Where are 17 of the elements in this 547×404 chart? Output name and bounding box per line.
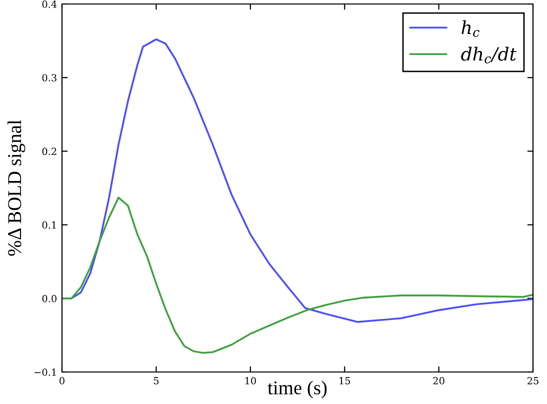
y-axis-title: %Δ BOLD signal <box>8 120 26 256</box>
x-axis-title: time (s) <box>268 380 327 398</box>
legend-label: h$_{c}$ <box>462 20 480 37</box>
y-tick-label: 0.0 <box>42 294 56 302</box>
y-tick-label: 0.2 <box>42 148 56 156</box>
x-tick-label: 10 <box>245 377 256 384</box>
y-tick-label: 0.1 <box>42 221 56 229</box>
x-tick-label: 25 <box>527 377 538 384</box>
x-tick-label: 0 <box>60 377 64 384</box>
x-tick-label: 5 <box>154 377 159 384</box>
x-tick-label: 20 <box>433 377 444 384</box>
x-tick-label: 15 <box>340 377 350 384</box>
y-tick-label: 0.4 <box>42 0 57 8</box>
y-tick-label: 0.3 <box>42 74 56 82</box>
legend-label: dh$_{c}$/dt <box>461 46 517 64</box>
y-tick-label: −0.1 <box>34 368 56 376</box>
line-series <box>62 196 533 354</box>
